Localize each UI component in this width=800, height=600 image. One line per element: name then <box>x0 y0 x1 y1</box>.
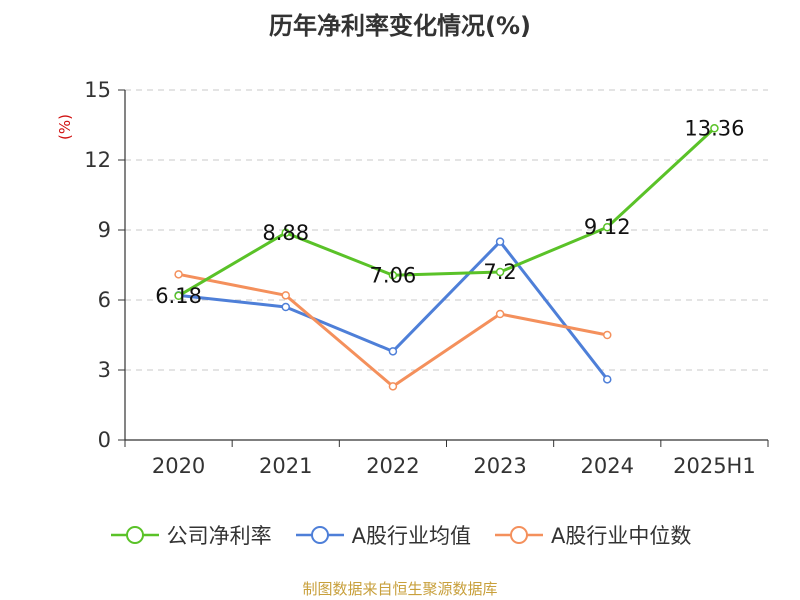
x-tick-label: 2020 <box>152 454 205 478</box>
axes <box>118 89 769 447</box>
data-point <box>281 302 290 312</box>
data-label: 6.18 <box>155 284 202 308</box>
data-label: 8.88 <box>262 221 309 245</box>
chart-title: 历年净利率变化情况(%) <box>269 12 531 40</box>
y-tick-label: 0 <box>98 428 111 452</box>
legend-item[interactable]: A股行业中位数 <box>493 520 691 550</box>
data-label: 7.2 <box>483 260 516 284</box>
legend-swatch <box>495 526 543 544</box>
data-point <box>603 375 612 384</box>
data-point <box>174 270 183 279</box>
x-tick-label: 2024 <box>581 454 634 478</box>
data-point <box>495 267 505 277</box>
y-tick-label: 3 <box>98 358 111 382</box>
data-label: 13.36 <box>684 116 744 140</box>
data-point <box>174 291 183 301</box>
legend-label: A股行业中位数 <box>551 524 692 548</box>
data-point <box>388 271 398 280</box>
data-point <box>388 347 398 356</box>
gridlines <box>125 89 768 371</box>
data-point <box>388 382 398 391</box>
legend-swatch <box>110 526 159 544</box>
data-point <box>281 228 290 238</box>
data-point <box>495 309 505 319</box>
legend-item[interactable]: A股行业均值 <box>294 520 471 550</box>
legend-label: A股行业均值 <box>351 524 471 548</box>
x-tick-label: 2021 <box>259 454 312 478</box>
data-point <box>495 237 505 246</box>
x-tick-label: 2025H1 <box>673 454 756 478</box>
legend-swatch-marker <box>310 526 329 544</box>
series-line <box>177 127 716 298</box>
data-point <box>603 222 612 232</box>
data-label: 9.12 <box>584 215 631 239</box>
x-tick-label: 2023 <box>473 454 526 478</box>
data-labels: 6.18 8.88 7.06 7.2 9.12 13.36 <box>155 116 744 308</box>
y-tick-label: 9 <box>98 218 111 242</box>
data-point <box>603 330 612 340</box>
legend-swatch <box>295 526 344 544</box>
data-point <box>281 291 290 300</box>
y-tick-label: 6 <box>98 288 111 312</box>
tick-labels: 0 3 6 9 12 15 2020 2021 2022 2023 2024 2025H1 <box>84 78 755 478</box>
legend-swatch-marker <box>510 526 528 544</box>
y-tick-label: 15 <box>84 78 111 102</box>
x-tick-label: 2022 <box>366 454 419 478</box>
legend-item[interactable]: 公司净利率 <box>109 520 272 550</box>
data-label: 7.06 <box>370 263 417 287</box>
legend-label: 公司净利率 <box>166 524 272 548</box>
data-point <box>710 124 719 133</box>
series <box>174 124 719 391</box>
source-note: 制图数据来自恒生聚源数据库 <box>302 580 498 598</box>
legend: 公司净利率 A股行业均值 A股行业中位数 <box>0 520 800 550</box>
legend-swatch-marker <box>125 526 144 544</box>
y-axis-label: (%) <box>56 114 74 140</box>
y-tick-label: 12 <box>84 148 111 172</box>
